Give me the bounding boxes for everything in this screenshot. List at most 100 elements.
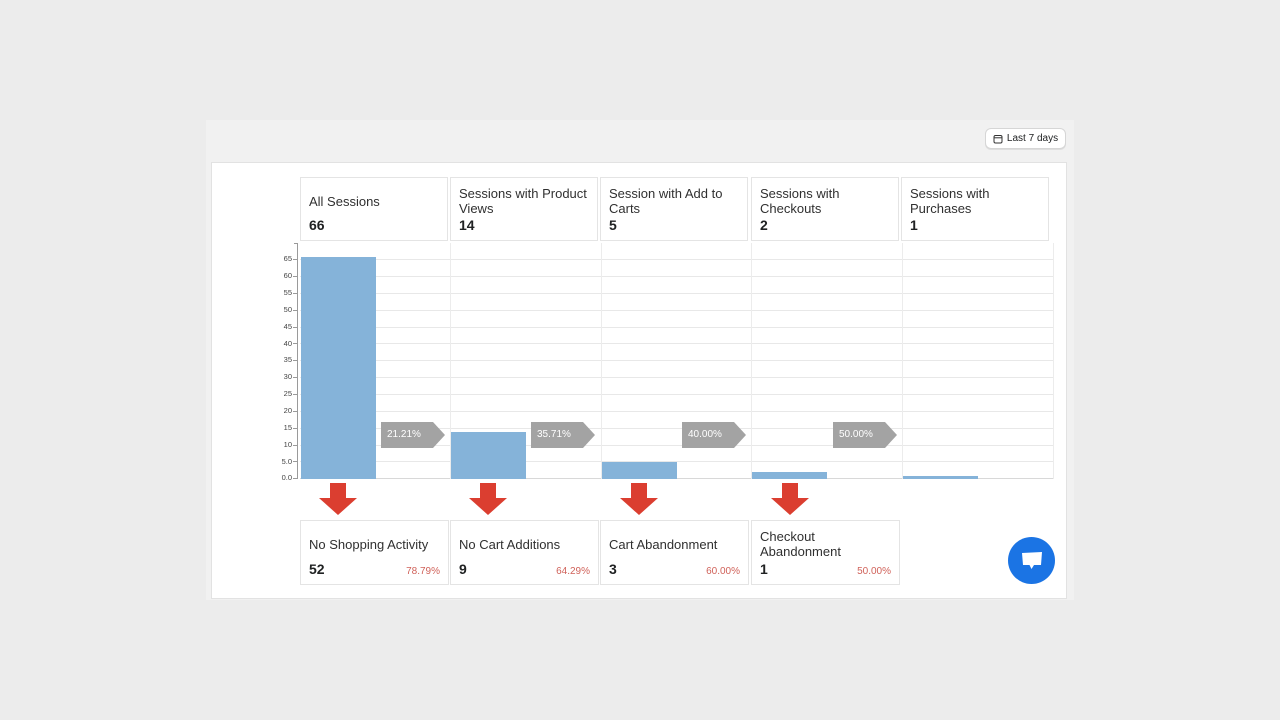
stage-purchases: Sessions with Purchases 1: [901, 177, 1049, 241]
y-tick-label: 25: [283, 389, 292, 398]
gridline: [300, 411, 1054, 412]
y-tick-label: 45: [283, 322, 292, 331]
gridline: [300, 293, 1054, 294]
y-tick-label: 50: [283, 305, 292, 314]
arrow-right-icon: [433, 422, 445, 448]
dropoff-percent: 50.00%: [857, 566, 891, 577]
y-tick-label: 15: [283, 423, 292, 432]
stage-value: 14: [459, 217, 475, 233]
y-tick-mark: [293, 394, 297, 395]
bar-checkouts[interactable]: [752, 472, 827, 479]
column-divider: [751, 243, 752, 479]
dropoff-title: Checkout Abandonment: [760, 529, 841, 559]
stage-all-sessions: All Sessions 66: [300, 177, 448, 241]
stage-value: 1: [910, 217, 918, 233]
conversion-rate: 35.71%: [531, 422, 583, 448]
dropoff-cart-abandonment: Cart Abandonment 3 60.00%: [600, 520, 749, 585]
gridline: [300, 394, 1054, 395]
chart-plot-area: [300, 243, 1054, 479]
dropoff-title: No Shopping Activity: [309, 536, 429, 552]
y-tick-label: 20: [283, 406, 292, 415]
stage-value: 5: [609, 217, 617, 233]
stage-value: 2: [760, 217, 768, 233]
conversion-rate: 50.00%: [833, 422, 885, 448]
column-divider: [601, 243, 602, 479]
dropoff-value: 52: [309, 561, 325, 577]
arrow-down-icon: [319, 483, 357, 515]
chat-button[interactable]: [1008, 537, 1055, 584]
y-tick-label: 30: [283, 372, 292, 381]
y-tick-mark: [293, 259, 297, 260]
y-tick-mark: [293, 428, 297, 429]
stage-checkouts: Sessions with Checkouts 2: [751, 177, 899, 241]
y-axis-cap: [294, 243, 298, 244]
y-tick-mark: [293, 377, 297, 378]
y-tick-mark: [293, 276, 297, 277]
y-tick-mark: [293, 478, 297, 479]
gridline: [300, 461, 1054, 462]
y-axis: [297, 243, 298, 479]
dropoff-percent: 64.29%: [556, 566, 590, 577]
gridline: [300, 343, 1054, 344]
y-tick-mark: [293, 360, 297, 361]
bar-product-views[interactable]: [451, 432, 526, 479]
dropoff-value: 9: [459, 561, 467, 577]
conversion-rate: 40.00%: [682, 422, 734, 448]
y-tick-mark: [293, 343, 297, 344]
y-tick-label: 35: [283, 355, 292, 364]
dropoff-title: No Cart Additions: [459, 536, 561, 552]
gridline: [300, 428, 1054, 429]
gridline: [300, 360, 1054, 361]
y-tick-label: 65: [283, 254, 292, 263]
y-tick-label: 0.0: [281, 473, 292, 482]
arrow-down-icon: [771, 483, 809, 515]
y-tick-label: 10: [283, 440, 292, 449]
stage-title: Sessions with Purchases: [910, 186, 990, 216]
bar-add-to-carts[interactable]: [602, 462, 677, 479]
dropoff-no-cart-additions: No Cart Additions 9 64.29%: [450, 520, 599, 585]
gridline: [300, 310, 1054, 311]
gridline: [300, 259, 1054, 260]
date-range-button[interactable]: Last 7 days: [985, 128, 1066, 149]
y-tick-mark: [293, 445, 297, 446]
stage-title: All Sessions: [309, 193, 380, 209]
dropoff-checkout-abandonment: Checkout Abandonment 1 50.00%: [751, 520, 900, 585]
column-divider: [450, 243, 451, 479]
dropoff-title: Cart Abandonment: [609, 536, 718, 552]
arrow-down-icon: [469, 483, 507, 515]
dropoff-value: 1: [760, 561, 768, 577]
x-axis-line: [300, 478, 1054, 479]
gridline: [300, 327, 1054, 328]
y-tick-label: 5.0: [281, 457, 292, 466]
arrow-down-icon: [620, 483, 658, 515]
y-tick-mark: [293, 327, 297, 328]
calendar-icon: [993, 134, 1003, 143]
dropoff-percent: 78.79%: [406, 566, 440, 577]
arrow-right-icon: [734, 422, 746, 448]
chat-bubble-icon: [1021, 551, 1042, 569]
dropoff-value: 3: [609, 561, 617, 577]
gridline: [300, 276, 1054, 277]
y-tick-mark: [293, 293, 297, 294]
dropoff-percent: 60.00%: [706, 566, 740, 577]
y-tick-mark: [293, 310, 297, 311]
gridline: [300, 377, 1054, 378]
y-tick-mark: [293, 411, 297, 412]
bar-all-sessions[interactable]: [301, 257, 376, 479]
stage-product-views: Sessions with Product Views 14: [450, 177, 598, 241]
bar-purchases[interactable]: [903, 476, 978, 479]
dropoff-no-shopping-activity: No Shopping Activity 52 78.79%: [300, 520, 449, 585]
stage-title: Session with Add to Carts: [609, 186, 723, 216]
y-tick-label: 55: [283, 288, 292, 297]
stage-title: Sessions with Product Views: [459, 186, 587, 216]
date-range-label: Last 7 days: [1006, 133, 1059, 144]
stage-add-to-carts: Session with Add to Carts 5: [600, 177, 748, 241]
y-tick-mark: [293, 461, 297, 462]
arrow-right-icon: [885, 422, 897, 448]
gridline: [300, 445, 1054, 446]
arrow-right-icon: [583, 422, 595, 448]
conversion-rate: 21.21%: [381, 422, 433, 448]
stage-title: Sessions with Checkouts: [760, 186, 840, 216]
column-divider: [902, 243, 903, 479]
y-tick-label: 40: [283, 339, 292, 348]
